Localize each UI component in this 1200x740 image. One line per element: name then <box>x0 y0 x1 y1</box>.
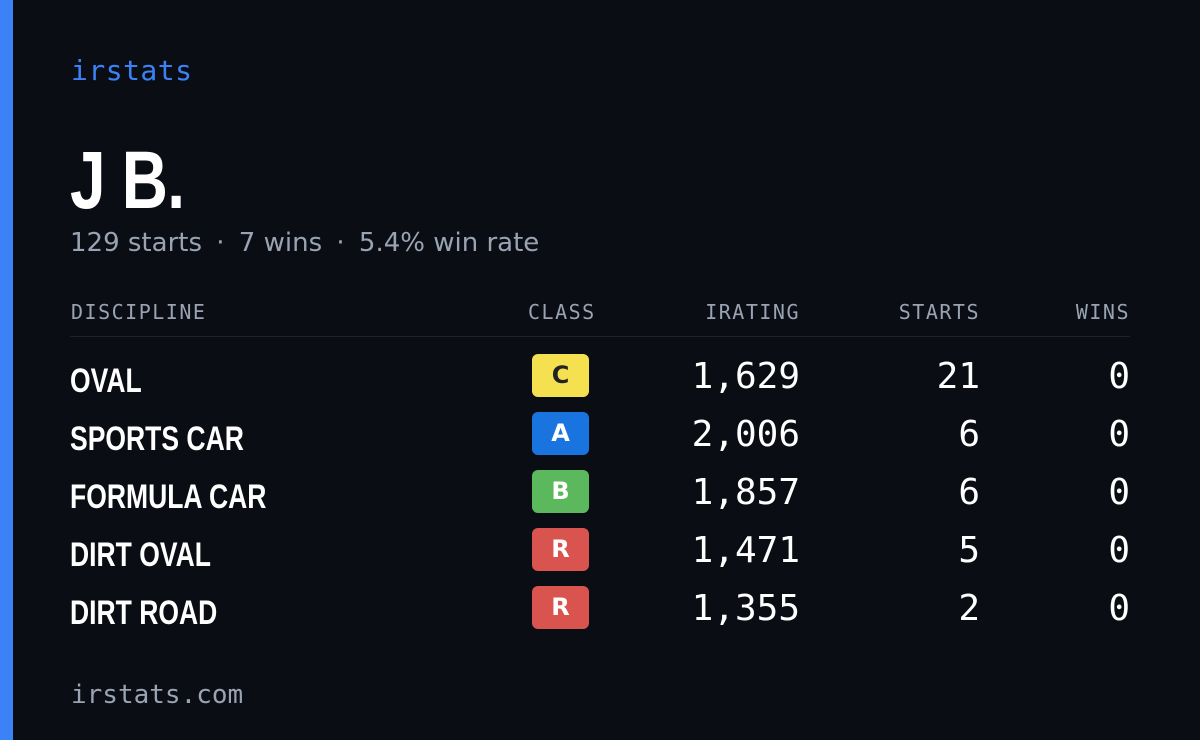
wins-value: 0 <box>1108 588 1130 629</box>
irating-value: 2,006 <box>691 414 800 455</box>
summary-separator: · <box>216 228 225 258</box>
starts-value: 2 <box>958 588 980 629</box>
wins-value: 0 <box>1108 414 1130 455</box>
class-badge: B <box>532 470 589 513</box>
starts-value: 6 <box>958 472 980 513</box>
starts-value: 6 <box>958 414 980 455</box>
brand-logo[interactable]: irstats <box>71 54 193 87</box>
class-badge: C <box>532 354 589 397</box>
starts-summary: 129 starts <box>70 228 202 258</box>
header-irating: IRATING <box>705 300 800 324</box>
irating-value: 1,355 <box>691 588 800 629</box>
driver-summary: 129 starts · 7 wins · 5.4% win rate <box>70 228 539 258</box>
discipline-name: DIRT ROAD <box>70 594 218 632</box>
winrate-summary: 5.4% win rate <box>358 228 540 258</box>
table-row: OVAL C 1,629 21 0 <box>0 354 1200 412</box>
discipline-name: SPORTS CAR <box>70 420 244 458</box>
wins-value: 0 <box>1108 356 1130 397</box>
wins-value: 0 <box>1108 530 1130 571</box>
irating-value: 1,629 <box>691 356 800 397</box>
irating-value: 1,857 <box>691 472 800 513</box>
wins-value: 0 <box>1108 472 1130 513</box>
header-divider <box>70 336 1130 337</box>
accent-bar <box>0 0 13 740</box>
header-starts: STARTS <box>898 300 980 324</box>
table-row: FORMULA CAR B 1,857 6 0 <box>0 470 1200 528</box>
table-row: DIRT ROAD R 1,355 2 0 <box>0 586 1200 644</box>
class-badge: R <box>532 586 589 629</box>
discipline-name: FORMULA CAR <box>70 478 267 516</box>
class-badge: R <box>532 528 589 571</box>
discipline-name: OVAL <box>70 362 142 400</box>
irating-value: 1,471 <box>691 530 800 571</box>
table-row: SPORTS CAR A 2,006 6 0 <box>0 412 1200 470</box>
footer-url[interactable]: irstats.com <box>71 680 244 710</box>
header-discipline: DISCIPLINE <box>71 300 207 324</box>
table-row: DIRT OVAL R 1,471 5 0 <box>0 528 1200 586</box>
discipline-name: DIRT OVAL <box>70 536 211 574</box>
class-badge: A <box>532 412 589 455</box>
starts-value: 5 <box>958 530 980 571</box>
wins-summary: 7 wins <box>238 228 323 258</box>
starts-value: 21 <box>936 356 980 397</box>
header-class: CLASS <box>528 300 596 324</box>
header-wins: WINS <box>1075 300 1130 324</box>
driver-name: J B. <box>70 135 185 226</box>
summary-separator: · <box>336 228 345 258</box>
